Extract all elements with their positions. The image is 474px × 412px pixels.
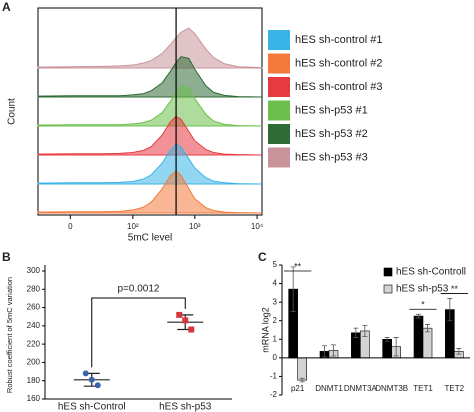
x-tick-label: DNMT3B xyxy=(375,384,408,393)
panel-label: B xyxy=(2,250,11,264)
legend-swatch xyxy=(383,284,393,294)
x-tick-label: TET2 xyxy=(445,384,465,393)
error-bar xyxy=(299,377,305,383)
significance-mark: * xyxy=(421,300,425,310)
data-point xyxy=(176,311,183,318)
legend-label: hES sh-Controll xyxy=(396,267,466,278)
data-point xyxy=(82,370,89,377)
panel-label: A xyxy=(2,0,11,14)
ridge-area xyxy=(37,170,263,214)
error-bar xyxy=(384,337,390,342)
error-bar xyxy=(362,324,368,337)
error-bar xyxy=(393,337,399,357)
legend-swatch xyxy=(268,100,290,121)
plot-frame xyxy=(37,7,263,216)
x-tick-label: p21 xyxy=(291,384,305,393)
ridge-area xyxy=(37,56,263,98)
data-point xyxy=(188,326,195,333)
y-tick-label: 160 xyxy=(27,394,41,403)
y-tick-label: -1 xyxy=(270,372,278,381)
x-tick-label: 10³ xyxy=(189,222,201,231)
error-bar xyxy=(353,327,359,338)
legend-label: hES sh-p53 #2 xyxy=(295,128,368,140)
y-tick-label: 220 xyxy=(27,339,41,348)
data-point xyxy=(182,317,189,324)
legend-swatch xyxy=(268,30,290,50)
bar xyxy=(382,338,392,359)
y-tick-label: 0 xyxy=(273,353,278,362)
ridge-area xyxy=(37,115,263,156)
x-axis-label: 5mC level xyxy=(128,233,172,244)
legend-swatch xyxy=(383,267,393,277)
y-tick-label: 240 xyxy=(27,321,41,330)
y-axis-label: Count xyxy=(7,98,18,125)
legend-label: hES sh-p53 #3 xyxy=(295,151,368,163)
x-tick-label: hES sh-p53 xyxy=(159,402,212,412)
y-tick-label: 260 xyxy=(27,303,41,312)
legend-label: hES sh-p53 xyxy=(396,284,449,295)
x-tick-label: 0 xyxy=(68,222,73,231)
y-tick-label: 3 xyxy=(273,297,278,306)
legend-label: hES sh-control #2 xyxy=(295,57,382,69)
panel-label: C xyxy=(258,250,267,264)
data-point xyxy=(88,376,95,383)
y-tick-label: 300 xyxy=(27,266,41,275)
legend-swatch xyxy=(268,124,290,144)
y-tick-label: 280 xyxy=(27,284,41,293)
error-bar xyxy=(322,345,327,358)
x-tick-label: 10⁴ xyxy=(251,222,264,231)
significance-bracket xyxy=(91,297,186,368)
y-axis-label: mRNA log2 xyxy=(260,307,270,353)
y-tick-label: 200 xyxy=(27,358,41,367)
data-point xyxy=(94,382,101,389)
p-value: p=0.0012 xyxy=(118,284,160,295)
ridge-area xyxy=(37,85,263,127)
x-tick-label: DNMT3A xyxy=(344,384,378,393)
x-tick-label: 10² xyxy=(127,222,139,231)
error-bar xyxy=(447,298,453,322)
legend-swatch xyxy=(268,53,290,74)
error-bar xyxy=(416,313,421,319)
legend-swatch xyxy=(268,147,290,168)
legend-label: hES sh-control #3 xyxy=(295,81,382,93)
y-tick-label: 4 xyxy=(273,279,278,288)
significance-mark: ** xyxy=(294,261,302,271)
y-tick-label: 1 xyxy=(273,334,278,343)
significance-mark: ** xyxy=(451,284,459,294)
x-tick-label: TET1 xyxy=(413,384,433,393)
bar xyxy=(413,315,424,359)
error-bar xyxy=(331,344,336,357)
error-bar xyxy=(456,348,462,355)
ridge-area xyxy=(37,27,263,69)
y-tick-label: 5 xyxy=(273,260,278,269)
error-bar xyxy=(425,324,430,333)
legend-label: hES sh-control #1 xyxy=(295,34,382,46)
bar xyxy=(422,327,433,359)
error-bar xyxy=(290,266,296,312)
bar xyxy=(297,357,307,381)
y-tick-label: -2 xyxy=(270,390,278,399)
y-tick-label: 180 xyxy=(27,376,41,385)
x-tick-label: DNMT1 xyxy=(315,384,343,393)
legend-label: hES sh-p53 #1 xyxy=(295,104,368,116)
y-tick-label: 2 xyxy=(273,316,278,325)
ridge-area xyxy=(37,143,263,185)
legend-swatch xyxy=(268,77,290,97)
y-axis-label: Robust coefficient of 5mC variation xyxy=(5,277,14,393)
x-tick-label: hES sh-Control xyxy=(58,402,126,412)
